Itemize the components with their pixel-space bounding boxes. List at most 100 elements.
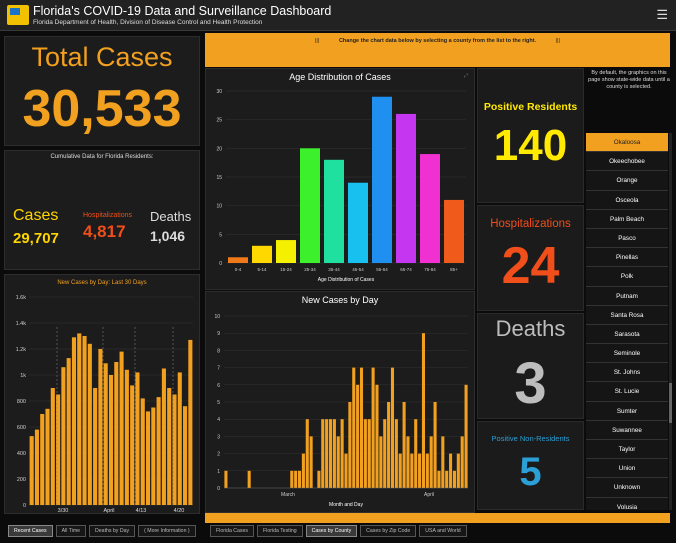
county-list-scrollbar[interactable] [669, 133, 672, 510]
bar [375, 384, 379, 488]
county-item[interactable]: Seminole [586, 344, 668, 364]
county-item[interactable]: Osceola [586, 190, 668, 210]
x-tick-label: April [103, 508, 114, 513]
county-item[interactable]: Okeechobee [586, 152, 668, 172]
non-residents-label: Positive Non-Residents [491, 434, 570, 443]
total-cases-label: Total Cases [31, 42, 173, 72]
bar [359, 367, 364, 488]
bar-85+ [444, 199, 464, 263]
tab-all-time[interactable]: All Time [55, 525, 87, 537]
bar [34, 429, 39, 505]
y-tick-label: 30 [216, 89, 222, 95]
bar [82, 336, 87, 505]
bar [429, 436, 433, 488]
default-data-note: By default, the graphics on this page sh… [588, 70, 670, 90]
positive-residents-box: Positive Residents 140 [477, 68, 584, 203]
x-tick-label: 4/13 [136, 508, 147, 513]
county-item[interactable]: Sumter [586, 401, 668, 421]
county-item[interactable]: Orange [586, 171, 668, 191]
positive-residents-label: Positive Residents [483, 101, 578, 113]
y-tick-label: 2 [217, 452, 220, 458]
county-item[interactable]: Polk [586, 267, 668, 287]
tab-recent-cases[interactable]: Recent Cases [8, 525, 53, 537]
county-item[interactable]: Pinellas [586, 248, 668, 268]
tab-cases-by-county[interactable]: Cases by County [305, 525, 358, 537]
bar [371, 367, 375, 488]
county-select-banner: ||| Change the chart data below by selec… [205, 33, 670, 67]
bar [433, 402, 437, 488]
county-item[interactable]: Volusia [586, 497, 668, 510]
x-axis-label: Month and Day [329, 502, 363, 508]
county-item[interactable]: Union [586, 459, 668, 479]
bar-5-14 [252, 245, 272, 263]
bar [290, 470, 294, 488]
x-tick-label: March [281, 492, 295, 498]
x-tick-label: 35-44 [328, 267, 340, 272]
tab-cases-by-zip-code[interactable]: Cases by Zip Code [360, 525, 417, 537]
county-deaths-label: Deaths [495, 316, 566, 341]
y-tick-label: 400 [17, 451, 26, 457]
bar [119, 351, 124, 505]
y-tick-label: 10 [216, 204, 222, 210]
bar [294, 470, 298, 488]
bar [172, 394, 177, 505]
bar [114, 362, 119, 505]
new-cases-by-day-panel: New Cases by Day 0 1 2 3 4 5 6 7 8 9 10 March April Mo… [205, 291, 475, 513]
tab-florida-cases[interactable]: Florida Cases [210, 525, 255, 537]
bar [363, 419, 367, 488]
tabs-right: Florida Cases Florida Testing Cases by Cou… [210, 525, 467, 537]
bar [156, 397, 161, 505]
bar [224, 470, 228, 488]
county-item[interactable]: Pasco [586, 228, 668, 249]
age-distribution-chart: Age Distribution of Cases ⤢ 0 5 10 15 20 25 30 0-… [216, 72, 468, 283]
expand-icon: ⤢ [464, 73, 468, 79]
bar [140, 398, 145, 505]
bar [379, 436, 383, 488]
county-item[interactable]: Santa Rosa [586, 305, 668, 325]
bar [425, 453, 429, 488]
bar [130, 385, 135, 505]
county-item[interactable]: St. Lucie [586, 382, 668, 402]
x-tick-label: 15-24 [280, 267, 292, 272]
header-bar: Florida's COVID-19 Data and Surveillance… [0, 0, 676, 31]
dashboard-title: Florida's COVID-19 Data and Surveillance… [33, 4, 332, 18]
bar [325, 419, 329, 488]
county-item[interactable]: Putnam [586, 286, 668, 306]
county-item[interactable]: Taylor [586, 440, 668, 460]
county-item[interactable]: Sarasota [586, 324, 668, 345]
bar [247, 470, 251, 488]
bar [77, 333, 82, 505]
tab-deaths-by-day[interactable]: Deaths by Day [89, 525, 136, 537]
bar [402, 402, 406, 488]
bar [167, 388, 172, 505]
county-item[interactable]: St. Johns [586, 363, 668, 383]
bar [441, 436, 445, 488]
y-tick-label: 0 [23, 503, 26, 509]
scrollbar-thumb[interactable] [669, 383, 672, 423]
county-item[interactable]: Palm Beach [586, 209, 668, 229]
county-item[interactable]: Suwannee [586, 420, 668, 440]
hamburger-menu-icon[interactable]: ☰ [656, 7, 668, 22]
cumulative-label: Cumulative Data for Florida Residents: [50, 154, 154, 160]
bar [449, 453, 453, 488]
county-item[interactable]: Okaloosa [586, 133, 668, 153]
banner-text: Change the chart data below by selecting… [338, 38, 537, 44]
county-item[interactable]: Unknown [586, 478, 668, 498]
y-tick-label: 1.2k [16, 347, 27, 353]
recent-cases-chart-panel: New Cases by Day: Last 30 Days 0 200 400 600… [4, 274, 200, 514]
bar [418, 453, 422, 488]
deaths-label: Deaths [150, 209, 192, 224]
y-tick-label: 200 [17, 477, 26, 483]
non-residents-value: 5 [519, 450, 542, 494]
county-list[interactable]: Okaloosa Okeechobee Orange Osceola Palm Beac… [586, 133, 668, 510]
bar [456, 453, 460, 488]
bar [414, 419, 418, 488]
bar [98, 349, 103, 505]
x-tick-label: April [424, 492, 434, 498]
tab-florida-testing[interactable]: Florida Testing [257, 525, 303, 537]
bar [356, 384, 360, 488]
bar-35-44 [324, 159, 344, 263]
bar [301, 453, 305, 488]
tab-more-information[interactable]: ( More Information ) [138, 525, 196, 537]
tab-usa-and-world[interactable]: USA and World [419, 525, 467, 537]
